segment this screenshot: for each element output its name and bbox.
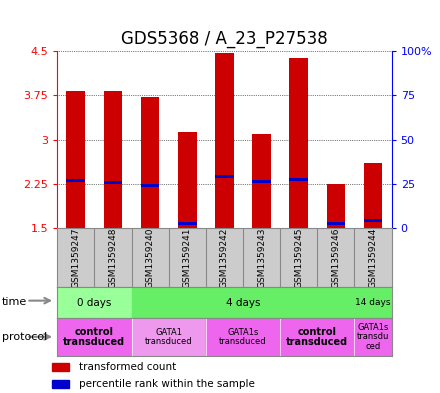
Bar — [132, 287, 355, 318]
Text: transformed count: transformed count — [79, 362, 176, 372]
Bar — [290, 58, 308, 228]
Title: GDS5368 / A_23_P27538: GDS5368 / A_23_P27538 — [121, 30, 328, 48]
Bar — [215, 175, 234, 178]
Text: control
transduced: control transduced — [63, 327, 125, 347]
Text: control
transduced: control transduced — [286, 327, 348, 347]
Bar — [280, 318, 355, 356]
Text: GSM1359241: GSM1359241 — [183, 227, 192, 288]
Bar — [132, 318, 206, 356]
Bar — [290, 178, 308, 181]
Text: GSM1359242: GSM1359242 — [220, 227, 229, 288]
Text: GSM1359240: GSM1359240 — [146, 227, 154, 288]
Text: GSM1359248: GSM1359248 — [108, 227, 117, 288]
Text: 4 days: 4 days — [226, 298, 260, 308]
Bar — [178, 222, 197, 225]
Bar — [326, 184, 345, 228]
Bar — [215, 53, 234, 228]
Bar — [104, 181, 122, 184]
Text: protocol: protocol — [2, 332, 48, 342]
Text: percentile rank within the sample: percentile rank within the sample — [79, 379, 255, 389]
Bar — [178, 132, 197, 228]
Bar — [141, 97, 159, 228]
Bar — [364, 163, 382, 228]
Bar — [364, 219, 382, 222]
Text: 14 days: 14 days — [355, 298, 391, 307]
Bar — [252, 180, 271, 184]
Text: GATA1s
transduced: GATA1s transduced — [219, 328, 267, 346]
Bar — [141, 184, 159, 187]
Bar — [66, 179, 85, 182]
Bar — [326, 222, 345, 225]
Bar — [66, 91, 85, 228]
Bar — [104, 91, 122, 228]
Bar — [57, 287, 132, 318]
Bar — [206, 318, 280, 356]
Text: 0 days: 0 days — [77, 298, 112, 308]
Text: GSM1359244: GSM1359244 — [369, 227, 378, 288]
Text: GSM1359245: GSM1359245 — [294, 227, 303, 288]
Bar — [252, 134, 271, 228]
Bar — [355, 287, 392, 318]
Text: GSM1359247: GSM1359247 — [71, 227, 80, 288]
Text: time: time — [2, 297, 27, 307]
Text: GATA1
transduced: GATA1 transduced — [145, 328, 192, 346]
Bar — [52, 363, 69, 371]
Text: GSM1359243: GSM1359243 — [257, 227, 266, 288]
Text: GATA1s
transdu
ced: GATA1s transdu ced — [357, 323, 389, 351]
Bar — [52, 380, 69, 387]
Text: GSM1359246: GSM1359246 — [331, 227, 341, 288]
Bar — [57, 318, 132, 356]
Bar — [355, 318, 392, 356]
